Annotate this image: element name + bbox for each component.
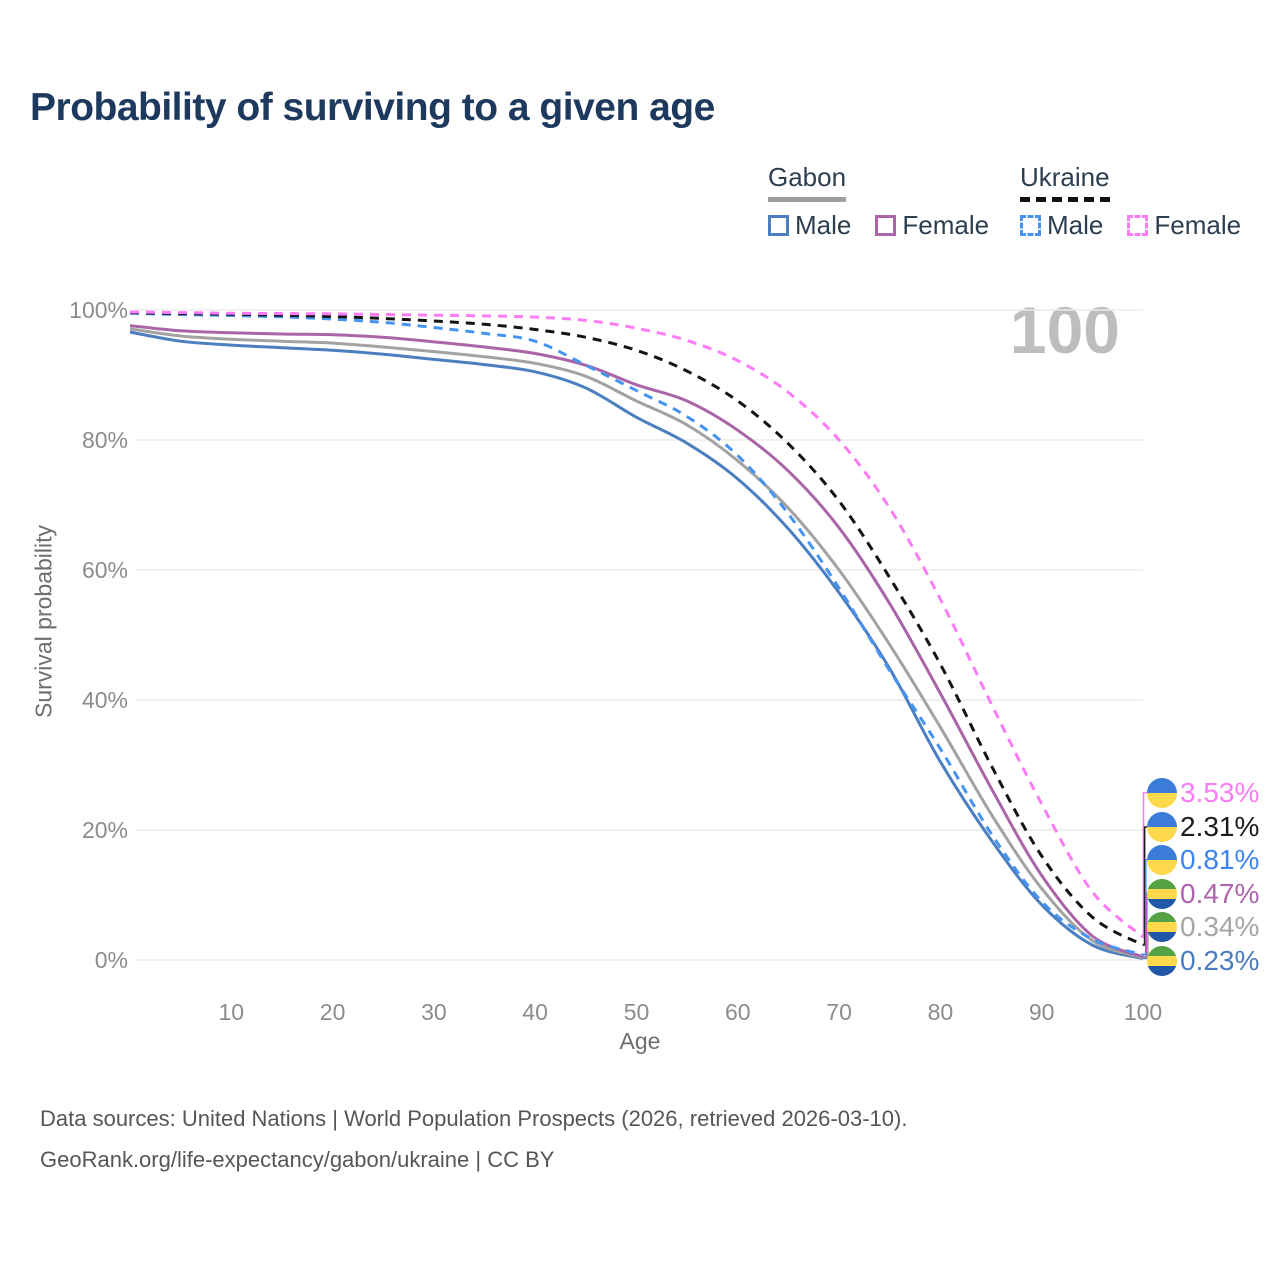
age-watermark: 100 (1009, 293, 1120, 367)
x-tick-label: 50 (623, 999, 650, 1025)
y-tick-label: 80% (81, 427, 128, 453)
ukraine-flag-icon (1147, 778, 1177, 808)
curve-ukraine-male[interactable] (129, 311, 1144, 957)
end-label-value: 2.31% (1180, 811, 1260, 842)
curve-ukraine-total[interactable] (129, 311, 1144, 947)
x-tick-label: 100 (1123, 999, 1163, 1025)
legend-label: Male (1047, 210, 1104, 240)
ukraine-male-swatch-icon (1020, 215, 1041, 236)
gabon-female-swatch-icon (875, 215, 897, 236)
end-label-ukraine-female: 3.53% (1147, 777, 1259, 809)
legend-item-ukraine-male[interactable]: Male (1020, 210, 1103, 241)
gabon-flag-icon (1147, 912, 1177, 942)
legend-group-ukraine: Ukraine Male Female (1020, 162, 1257, 241)
curve-gabon-female[interactable] (129, 324, 1144, 959)
ukraine-female-swatch-icon (1127, 215, 1149, 236)
page-title: Probability of surviving to a given age (30, 86, 715, 129)
end-label-value: 0.81% (1180, 844, 1260, 875)
end-label-gabon-female: 0.47% (1147, 878, 1259, 910)
end-label-ukraine-male: 0.81% (1147, 844, 1259, 876)
end-label-value: 0.34% (1180, 911, 1260, 942)
end-label-ukraine-total: 2.31% (1147, 811, 1259, 843)
x-tick-label: 80 (927, 999, 954, 1025)
footer-attribution: GeoRank.org/life-expectancy/gabon/ukrain… (40, 1147, 555, 1172)
legend-item-gabon-female[interactable]: Female (875, 210, 989, 241)
x-tick-label: 40 (522, 999, 548, 1025)
x-axis-title: Age (619, 1028, 661, 1054)
x-tick-label: 60 (725, 999, 751, 1025)
gabon-male-swatch-icon (768, 215, 789, 236)
curve-gabon-male[interactable] (129, 330, 1144, 960)
y-tick-label: 40% (81, 687, 128, 713)
x-tick-label: 10 (218, 999, 245, 1025)
legend-item-gabon-male[interactable]: Male (768, 210, 851, 241)
x-tick-label: 90 (1028, 999, 1055, 1025)
curve-ukraine-female[interactable] (129, 310, 1145, 939)
legend-label: Female (1154, 210, 1242, 240)
end-label-value: 0.47% (1180, 878, 1260, 909)
end-label-connector (1142, 792, 1150, 938)
y-tick-label: 0% (94, 947, 128, 973)
x-tick-label: 70 (826, 999, 852, 1025)
legend-label: Female (902, 210, 990, 240)
x-tick-label: 20 (319, 999, 346, 1025)
ukraine-flag-icon (1147, 812, 1177, 842)
y-tick-label: 60% (81, 557, 128, 583)
gabon-flag-icon (1147, 879, 1177, 909)
footer-data-sources: Data sources: United Nations | World Pop… (40, 1106, 908, 1131)
y-tick-label: 20% (81, 817, 128, 843)
end-label-gabon-male: 0.23% (1147, 945, 1259, 977)
curve-gabon-total[interactable] (129, 327, 1144, 960)
legend-label: Male (795, 210, 852, 240)
gabon-flag-icon (1147, 946, 1177, 976)
legend-title-ukraine[interactable]: Ukraine (1020, 162, 1110, 202)
legend-group-gabon: Gabon Male Female (768, 162, 1005, 241)
end-label-gabon-total: 0.34% (1147, 911, 1259, 943)
end-label-value: 3.53% (1180, 777, 1260, 808)
legend-item-ukraine-female[interactable]: Female (1127, 210, 1241, 241)
ukraine-flag-icon (1147, 845, 1177, 875)
y-tick-label: 100% (69, 297, 128, 323)
x-tick-label: 30 (421, 999, 447, 1025)
legend-title-gabon[interactable]: Gabon (768, 162, 847, 202)
end-label-value: 0.23% (1180, 945, 1260, 976)
